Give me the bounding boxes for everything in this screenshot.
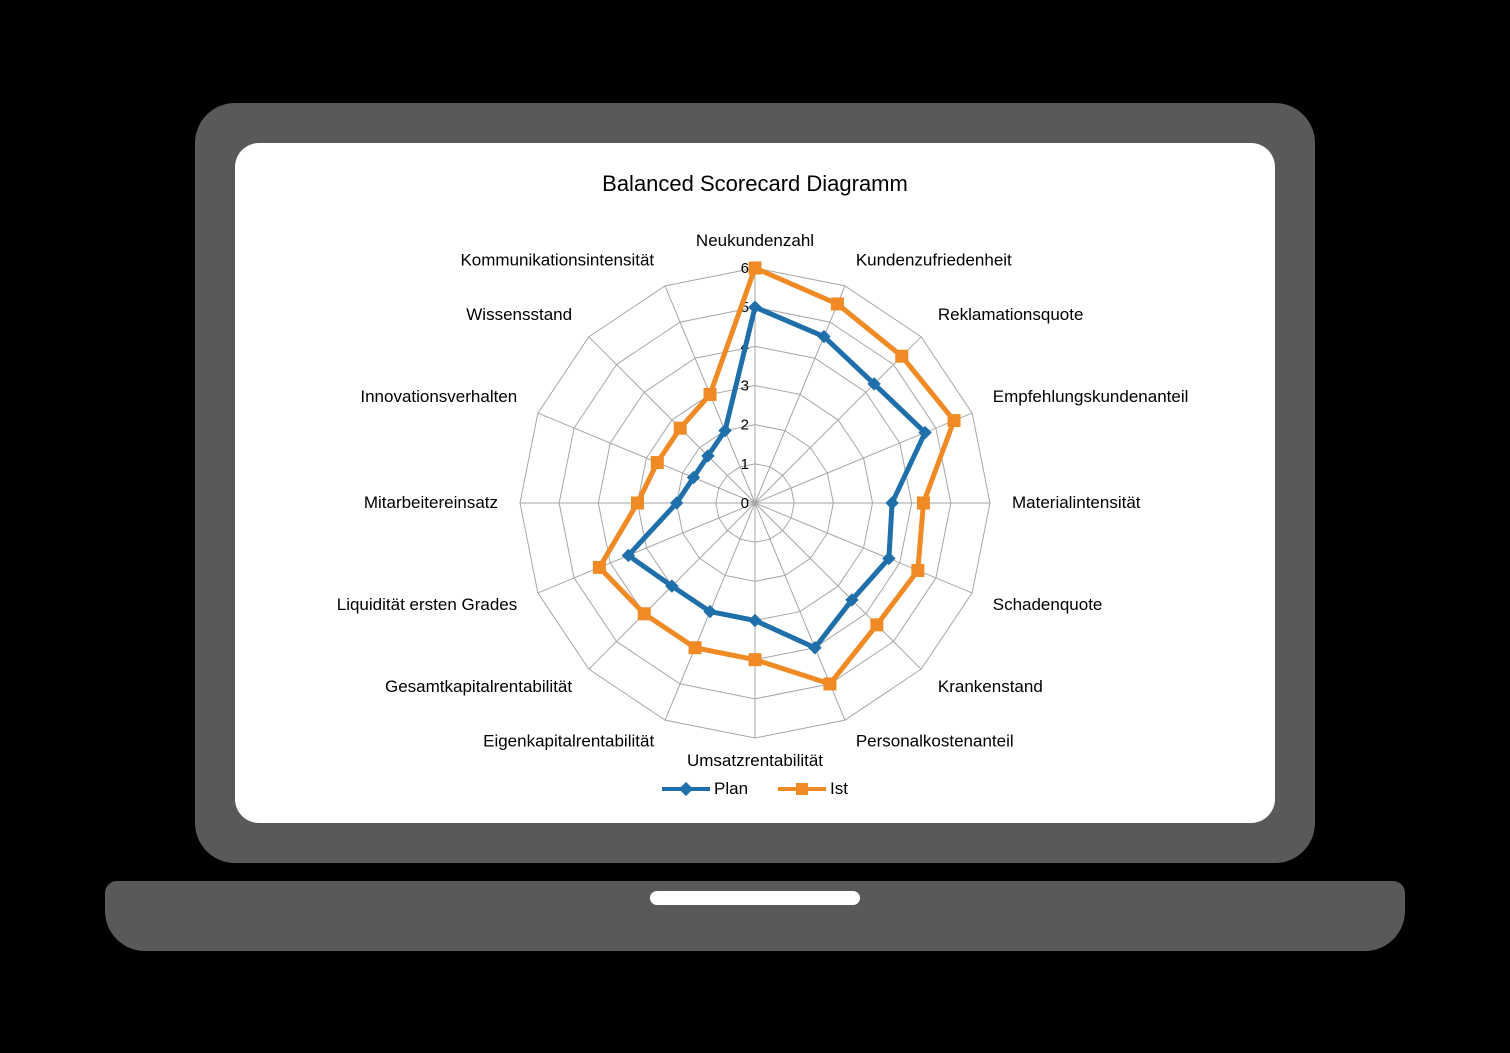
series-marker-ist [896, 350, 908, 362]
series-marker-ist [917, 497, 929, 509]
laptop-base [105, 881, 1405, 951]
radial-tick-label: 6 [741, 260, 749, 277]
category-label: Mitarbeitereinsatz [364, 493, 498, 512]
radial-tick-label: 0 [741, 495, 749, 512]
radial-tick-label: 3 [741, 377, 749, 394]
series-marker-ist [674, 422, 686, 434]
grid-spoke [755, 503, 921, 669]
series-marker-ist [831, 297, 843, 309]
laptop-touchpad [650, 891, 860, 905]
laptop-body: Balanced Scorecard Diagramm 0123456Neuku… [195, 103, 1315, 863]
category-label: Personalkostenanteil [856, 731, 1014, 750]
category-label: Empfehlungskundenanteil [993, 387, 1189, 406]
category-label: Kundenzufriedenheit [856, 250, 1012, 269]
grid-spoke [755, 285, 845, 502]
legend-item-ist: Ist [778, 779, 848, 799]
category-label: Krankenstand [938, 676, 1043, 695]
radial-tick-label: 1 [741, 455, 749, 472]
series-marker-ist [824, 677, 836, 689]
legend-label-plan: Plan [714, 779, 748, 799]
category-label: Innovationsverhalten [360, 387, 517, 406]
category-label: Liquidität ersten Grades [337, 594, 518, 613]
legend-swatch-plan [662, 784, 710, 794]
category-label: Neukundenzahl [696, 231, 814, 250]
series-line-plan [628, 307, 925, 648]
category-label: Reklamationsquote [938, 305, 1084, 324]
legend-swatch-ist [778, 784, 826, 794]
category-label: Kommunikationsintensität [460, 250, 654, 269]
series-marker-ist [651, 456, 663, 468]
series-marker-ist [948, 414, 960, 426]
series-marker-ist [749, 653, 761, 665]
laptop-screen: Balanced Scorecard Diagramm 0123456Neuku… [235, 143, 1275, 823]
series-marker-ist [871, 618, 883, 630]
series-marker-ist [749, 262, 761, 274]
category-label: Umsatzrentabilität [687, 751, 823, 770]
category-label: Gesamtkapitalrentabilität [385, 676, 572, 695]
laptop-mockup: Balanced Scorecard Diagramm 0123456Neuku… [105, 103, 1405, 951]
series-marker-ist [689, 641, 701, 653]
series-marker-ist [632, 497, 644, 509]
grid-spoke [755, 503, 972, 593]
series-marker-ist [912, 564, 924, 576]
category-label: Schadenquote [993, 594, 1103, 613]
grid-spoke [538, 503, 755, 593]
radial-tick-label: 2 [741, 416, 749, 433]
series-marker-ist [593, 561, 605, 573]
chart-legend: Plan Ist [235, 779, 1275, 799]
legend-label-ist: Ist [830, 779, 848, 799]
category-label: Materialintensität [1012, 493, 1141, 512]
series-line-ist [599, 268, 954, 684]
legend-item-plan: Plan [662, 779, 748, 799]
radar-chart: 0123456NeukundenzahlKundenzufriedenheitR… [235, 143, 1275, 823]
series-marker-ist [704, 388, 716, 400]
category-label: Eigenkapitalrentabilität [483, 731, 654, 750]
series-marker-ist [638, 607, 650, 619]
category-label: Wissensstand [466, 305, 572, 324]
